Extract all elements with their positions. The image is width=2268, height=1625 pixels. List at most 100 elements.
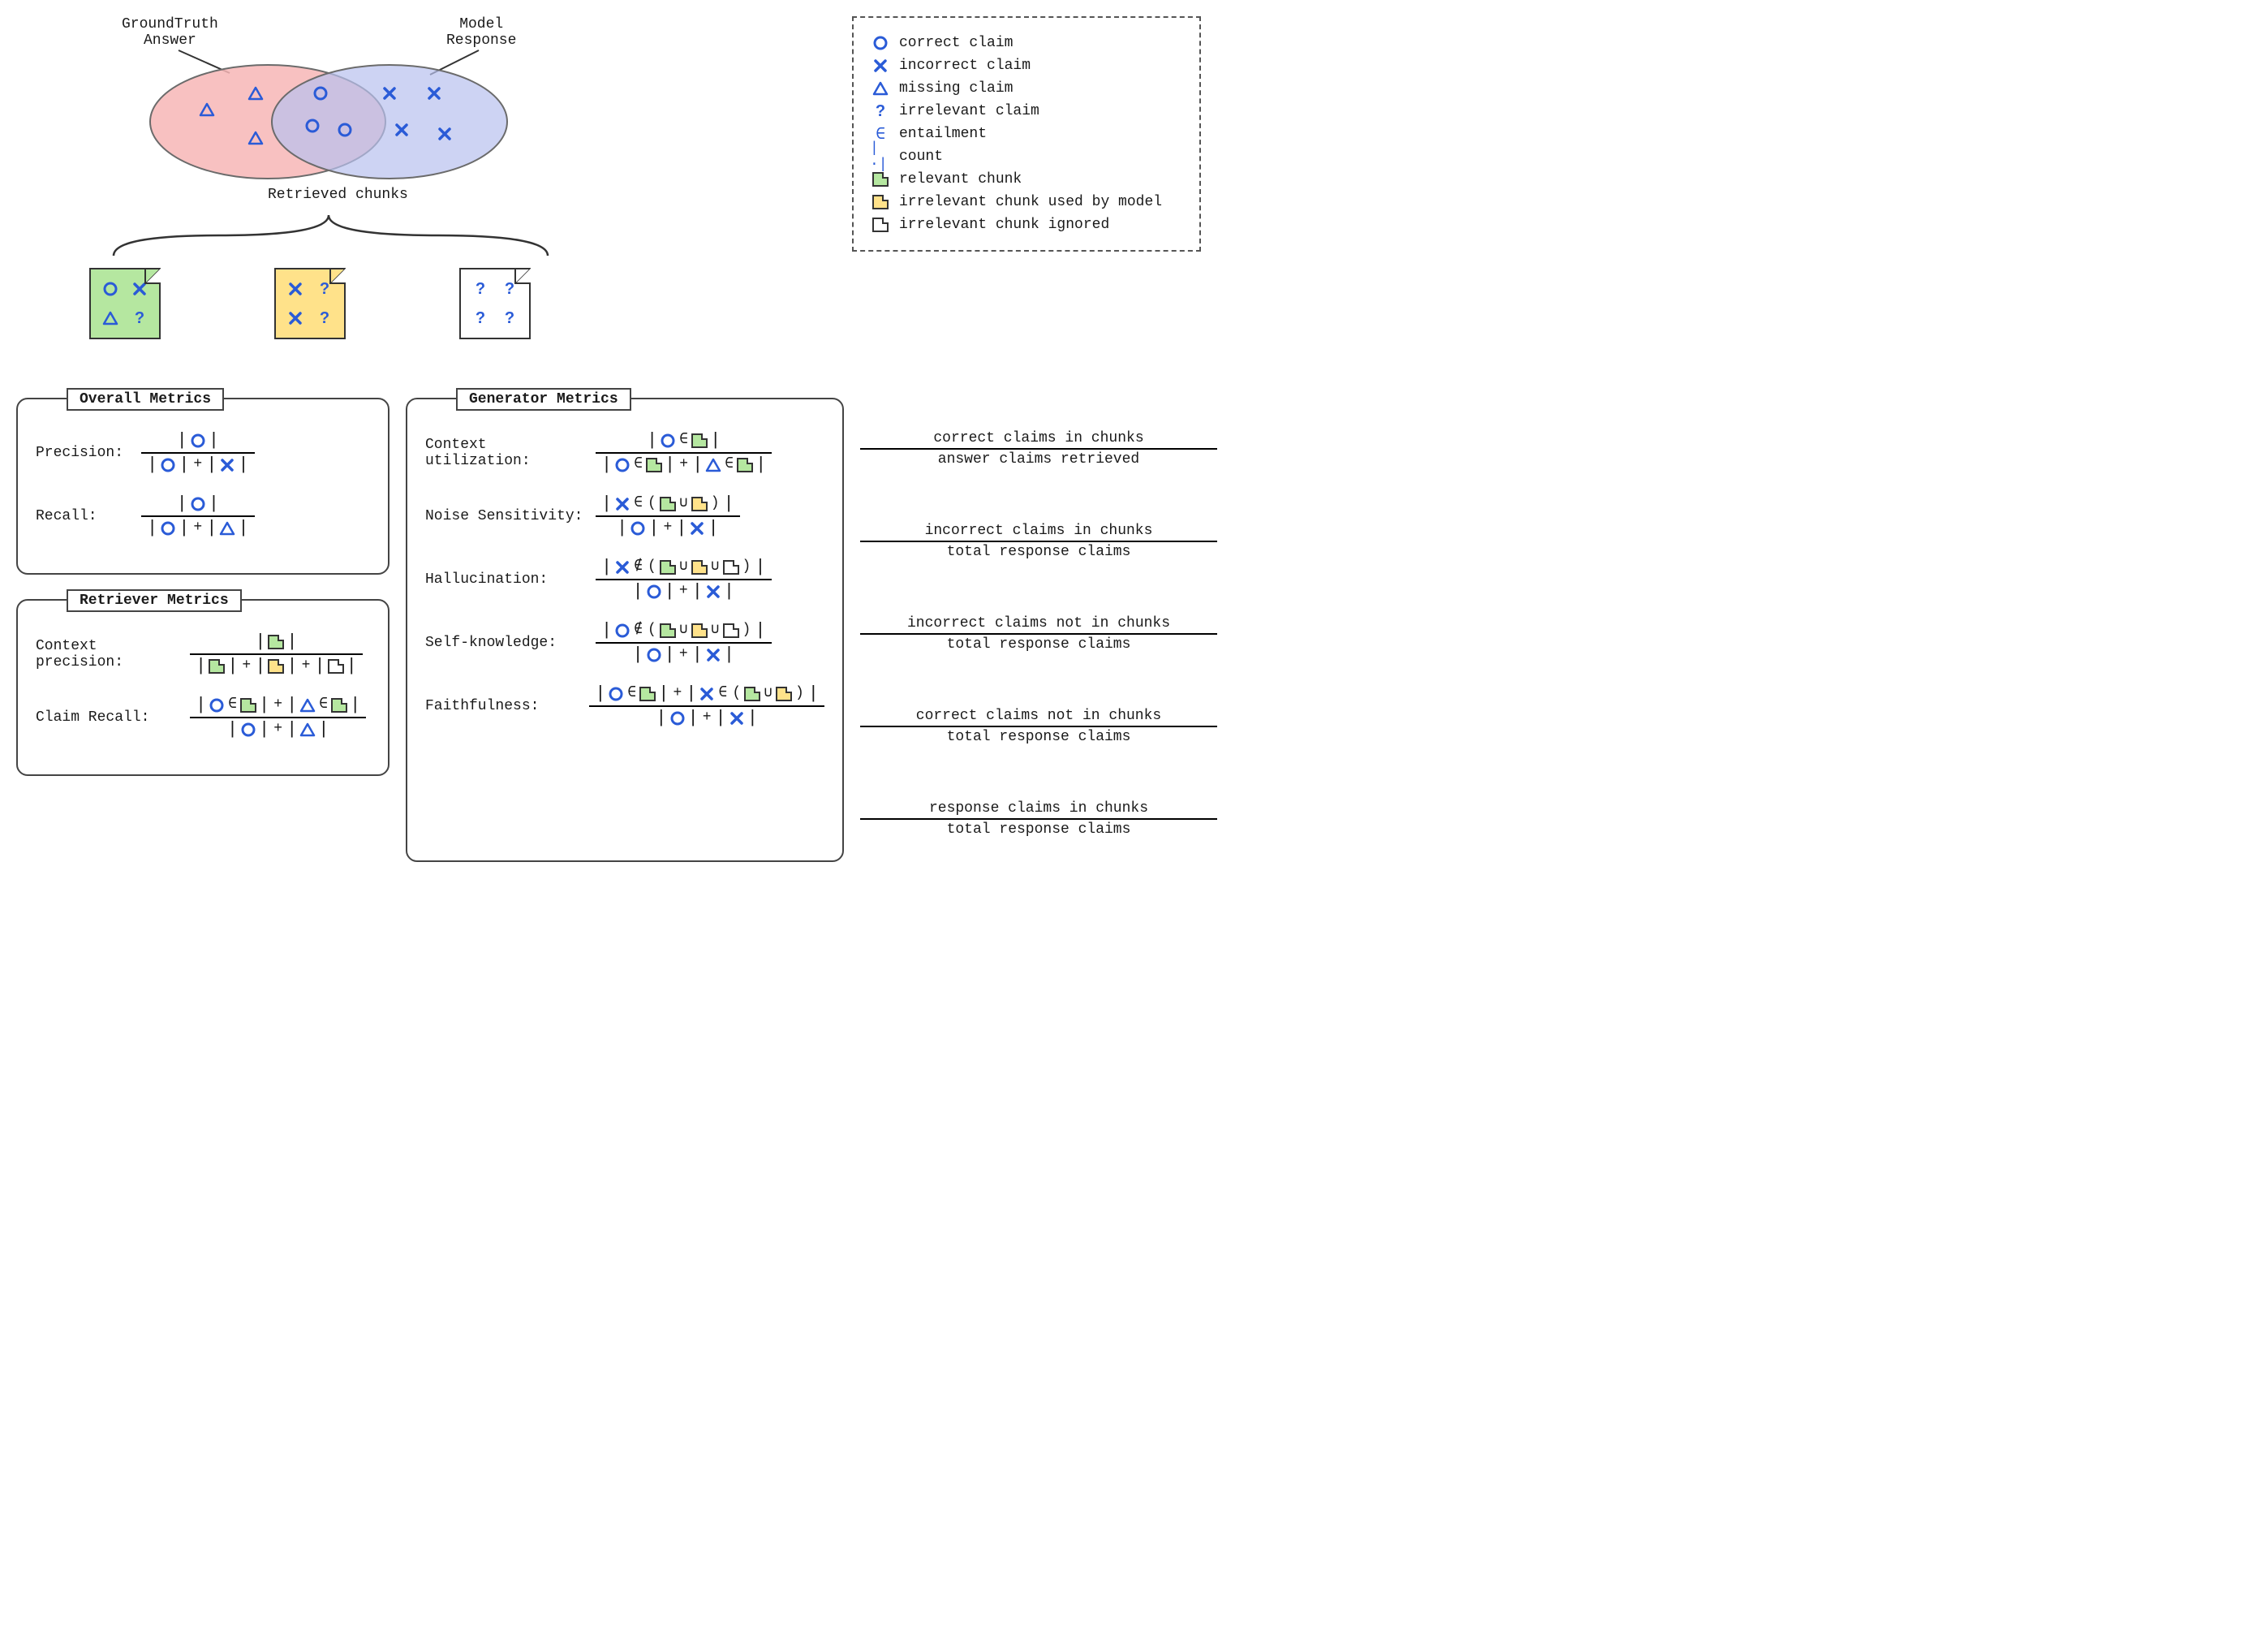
circle-icon bbox=[614, 623, 630, 639]
legend-item-3: ?irrelevant claim bbox=[870, 102, 1183, 120]
legend-box: correct claimincorrect claimmissing clai… bbox=[852, 16, 1201, 252]
legend-text: irrelevant chunk used by model bbox=[899, 194, 1162, 210]
venn-area: GroundTruthAnswer ModelResponse bbox=[16, 16, 649, 373]
chunk-green-icon bbox=[240, 697, 256, 713]
metric-row: Noise Sensitivity: |∈(∪)| ||+|| bbox=[425, 492, 824, 541]
x-icon bbox=[287, 281, 303, 297]
desc-numerator: incorrect claims in chunks bbox=[920, 521, 1158, 541]
chunk-green-icon bbox=[660, 559, 676, 575]
metric-row: Hallucination: |∉(∪∪)| ||+|| bbox=[425, 555, 824, 604]
circle-icon bbox=[660, 433, 676, 449]
circle-icon bbox=[646, 647, 662, 663]
desc-denominator: total response claims bbox=[942, 635, 1136, 654]
legend-item-8: irrelevant chunk ignored bbox=[870, 216, 1183, 234]
desc-denominator: answer claims retrieved bbox=[933, 450, 1144, 469]
legend-item-4: ∈entailment bbox=[870, 125, 1183, 143]
chunk-green-icon bbox=[660, 623, 676, 639]
metrics-grid: Overall Metrics Precision: || ||+|| Reca… bbox=[16, 398, 1201, 862]
question-icon: ? bbox=[472, 281, 488, 297]
generator-panel: Generator Metrics Context utilization: |… bbox=[406, 398, 844, 862]
metric-fraction: |∉(∪∪)| ||+|| bbox=[596, 556, 772, 603]
metric-label: Precision: bbox=[36, 445, 141, 461]
x-icon bbox=[870, 57, 891, 75]
overall-panel: Overall Metrics Precision: || ||+|| Reca… bbox=[16, 398, 389, 575]
metric-fraction: |∈|+|∈(∪)| ||+|| bbox=[589, 683, 824, 730]
chunks-row: ??????? bbox=[89, 268, 531, 339]
description-fraction: correct claims not in chunkstotal respon… bbox=[860, 706, 1217, 755]
chunk-yellow-icon bbox=[691, 559, 708, 575]
legend-text: irrelevant chunk ignored bbox=[899, 217, 1109, 233]
metric-label: Hallucination: bbox=[425, 571, 596, 588]
chunk-white-icon bbox=[723, 559, 739, 575]
description-fraction: incorrect claims not in chunkstotal resp… bbox=[860, 614, 1217, 662]
legend-item-5: |·|count bbox=[870, 148, 1183, 166]
circle-icon bbox=[669, 710, 686, 726]
metric-row: Self-knowledge: |∉(∪∪)| ||+|| bbox=[425, 619, 824, 667]
desc-numerator: response claims in chunks bbox=[924, 799, 1153, 818]
x-icon bbox=[699, 686, 715, 702]
legend-text: missing claim bbox=[899, 80, 1013, 97]
metric-fraction: || ||+||+|| bbox=[190, 631, 363, 678]
count-icon: |·| bbox=[870, 148, 891, 166]
legend-item-6: relevant chunk bbox=[870, 170, 1183, 188]
metric-label: Claim Recall: bbox=[36, 709, 190, 726]
triangle-icon bbox=[219, 520, 235, 537]
triangle-icon bbox=[299, 722, 316, 738]
metric-label: Self-knowledge: bbox=[425, 635, 596, 651]
chunk-green: ? bbox=[89, 268, 161, 339]
chunk-green-icon bbox=[331, 697, 347, 713]
desc-denominator: total response claims bbox=[942, 727, 1136, 747]
circle-icon bbox=[240, 722, 256, 738]
chunk-green-icon bbox=[737, 457, 753, 473]
legend-text: correct claim bbox=[899, 35, 1013, 51]
legend-text: relevant chunk bbox=[899, 171, 1022, 188]
question-icon: ? bbox=[501, 281, 518, 297]
metric-label: Faithfulness: bbox=[425, 698, 589, 714]
chunk-yellow-icon bbox=[691, 496, 708, 512]
x-icon bbox=[131, 281, 148, 297]
metric-fraction: |∉(∪∪)| ||+|| bbox=[596, 619, 772, 666]
metric-label: Noise Sensitivity: bbox=[425, 508, 596, 524]
x-icon bbox=[689, 520, 705, 537]
circle-icon bbox=[870, 34, 891, 52]
retriever-title: Retriever Metrics bbox=[67, 589, 242, 612]
metric-row: Claim Recall: |∈|+|∈| ||+|| bbox=[36, 693, 370, 742]
legend-item-7: irrelevant chunk used by model bbox=[870, 193, 1183, 211]
chunk-yellow-icon bbox=[870, 193, 891, 211]
chunk-green-icon bbox=[268, 634, 284, 650]
metric-fraction: || ||+|| bbox=[141, 429, 255, 476]
chunk-yellow: ?? bbox=[274, 268, 346, 339]
x-icon bbox=[705, 584, 721, 600]
x-icon bbox=[705, 647, 721, 663]
x-icon bbox=[219, 457, 235, 473]
metric-label: Context utilization: bbox=[425, 437, 596, 469]
question-icon: ? bbox=[316, 310, 333, 326]
overall-title: Overall Metrics bbox=[67, 388, 224, 411]
triangle-icon bbox=[299, 697, 316, 713]
x-icon bbox=[287, 310, 303, 326]
metric-fraction: || ||+|| bbox=[141, 493, 255, 540]
desc-numerator: correct claims in chunks bbox=[928, 429, 1148, 448]
triangle-icon bbox=[705, 457, 721, 473]
question-icon: ? bbox=[870, 102, 891, 120]
circle-icon bbox=[614, 457, 630, 473]
venn-symbols bbox=[16, 41, 649, 203]
descriptions-column: correct claims in chunks answer claims re… bbox=[860, 398, 1217, 862]
circle-icon bbox=[646, 584, 662, 600]
question-icon: ? bbox=[131, 310, 148, 326]
circle-icon bbox=[160, 457, 176, 473]
metric-fraction: |∈(∪)| ||+|| bbox=[596, 493, 740, 540]
chunk-yellow-icon bbox=[691, 623, 708, 639]
legend-text: entailment bbox=[899, 126, 987, 142]
x-icon bbox=[614, 559, 630, 575]
legend-item-0: correct claim bbox=[870, 34, 1183, 52]
chunk-green-icon bbox=[870, 170, 891, 188]
metric-row: Context precision: || ||+||+|| bbox=[36, 630, 370, 679]
description-fraction: response claims in chunkstotal response … bbox=[860, 799, 1217, 847]
top-row: GroundTruthAnswer ModelResponse bbox=[16, 16, 1201, 373]
chunk-green-icon bbox=[744, 686, 760, 702]
metric-fraction: |∈| |∈|+|∈| bbox=[596, 429, 772, 476]
chunk-yellow-icon bbox=[776, 686, 792, 702]
chunk-white-icon bbox=[328, 658, 344, 675]
x-icon bbox=[729, 710, 745, 726]
